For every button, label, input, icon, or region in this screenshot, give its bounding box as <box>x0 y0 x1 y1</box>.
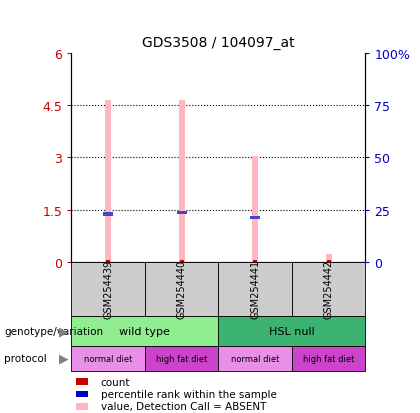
Text: HSL null: HSL null <box>269 326 315 336</box>
Bar <box>326 254 332 262</box>
Bar <box>180 260 184 262</box>
Bar <box>179 101 185 262</box>
Text: percentile rank within the sample: percentile rank within the sample <box>101 389 277 399</box>
Text: protocol: protocol <box>4 354 47 363</box>
Text: count: count <box>101 377 130 387</box>
Text: ▶: ▶ <box>59 324 68 337</box>
Bar <box>176 211 187 215</box>
Bar <box>252 156 258 262</box>
Text: ▶: ▶ <box>59 352 68 365</box>
Text: high fat diet: high fat diet <box>156 354 207 363</box>
Text: normal diet: normal diet <box>231 354 279 363</box>
Text: wild type: wild type <box>119 326 171 336</box>
Text: GSM254439: GSM254439 <box>103 260 113 318</box>
Bar <box>253 260 257 262</box>
Text: GSM254440: GSM254440 <box>177 260 186 318</box>
Title: GDS3508 / 104097_at: GDS3508 / 104097_at <box>142 36 295 50</box>
Bar <box>250 216 260 219</box>
Bar <box>105 101 111 262</box>
Text: genotype/variation: genotype/variation <box>4 326 103 336</box>
Bar <box>103 213 113 216</box>
Text: GSM254442: GSM254442 <box>324 259 333 319</box>
Text: high fat diet: high fat diet <box>303 354 354 363</box>
Bar <box>106 260 110 262</box>
Text: value, Detection Call = ABSENT: value, Detection Call = ABSENT <box>101 401 266 411</box>
Text: normal diet: normal diet <box>84 354 132 363</box>
Bar <box>327 260 331 262</box>
Text: GSM254441: GSM254441 <box>250 260 260 318</box>
